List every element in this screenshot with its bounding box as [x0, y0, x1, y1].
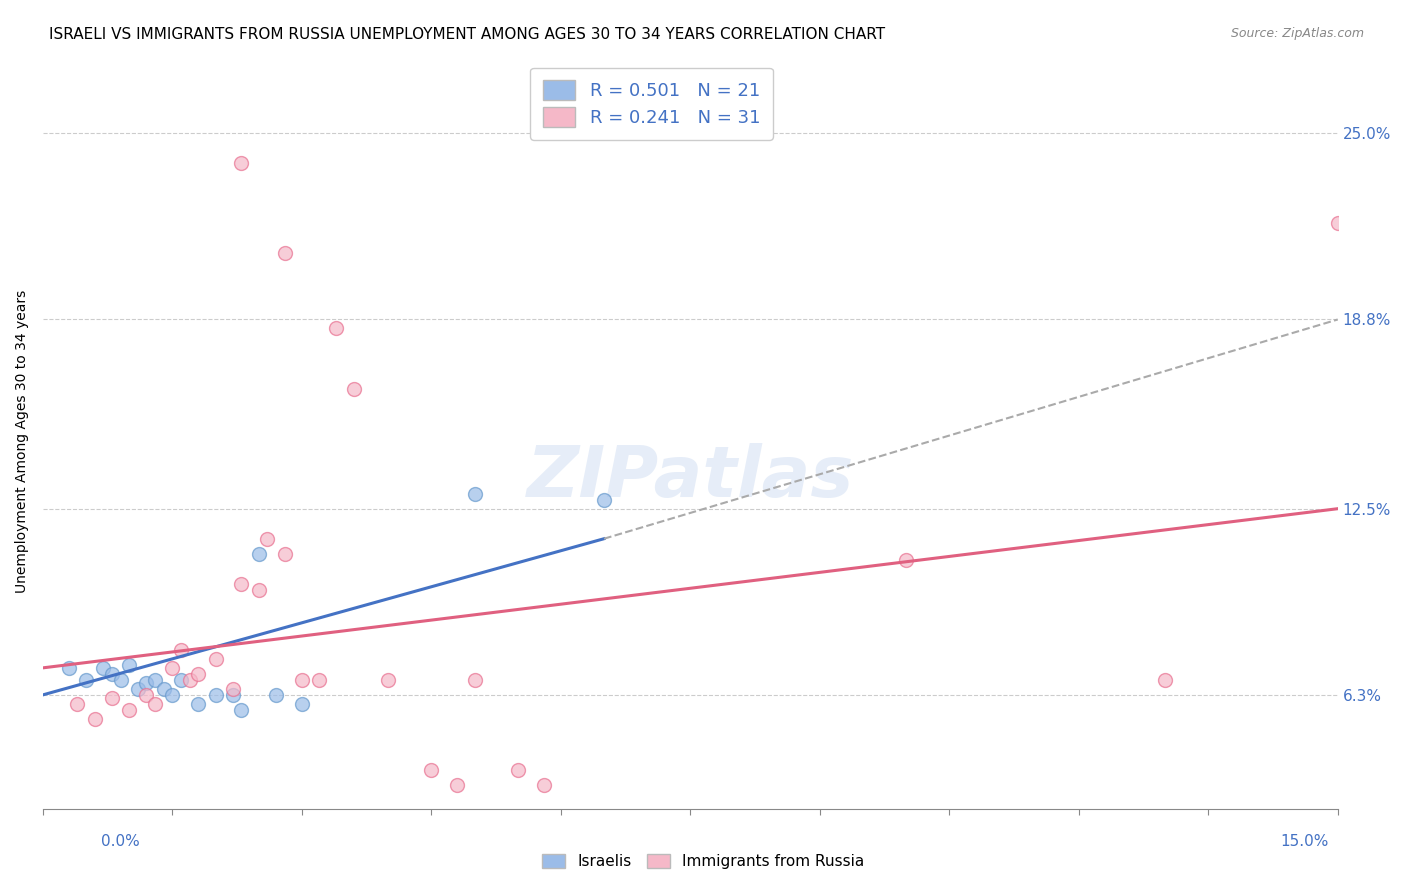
- Point: [506, 763, 529, 777]
- Point: [179, 673, 201, 687]
- Point: [118, 703, 141, 717]
- Legend: R = 0.501   N = 21, R = 0.241   N = 31: R = 0.501 N = 21, R = 0.241 N = 31: [530, 68, 773, 140]
- Point: [170, 643, 193, 657]
- Point: [83, 712, 105, 726]
- Point: [143, 697, 166, 711]
- Point: [894, 553, 917, 567]
- Point: [170, 673, 193, 687]
- Point: [446, 778, 468, 792]
- Point: [247, 547, 270, 561]
- Point: [75, 673, 97, 687]
- Point: [463, 673, 485, 687]
- Y-axis label: Unemployment Among Ages 30 to 34 years: Unemployment Among Ages 30 to 34 years: [15, 290, 30, 593]
- Point: [231, 703, 253, 717]
- Point: [135, 676, 157, 690]
- Point: [273, 547, 295, 561]
- Text: ISRAELI VS IMMIGRANTS FROM RUSSIA UNEMPLOYMENT AMONG AGES 30 TO 34 YEARS CORRELA: ISRAELI VS IMMIGRANTS FROM RUSSIA UNEMPL…: [49, 27, 886, 42]
- Point: [325, 321, 347, 335]
- Point: [291, 697, 314, 711]
- Point: [273, 246, 295, 260]
- Point: [533, 778, 555, 792]
- Point: [204, 652, 226, 666]
- Point: [187, 666, 209, 681]
- Point: [256, 532, 278, 546]
- Point: [1326, 216, 1348, 230]
- Point: [308, 673, 330, 687]
- Point: [231, 156, 253, 170]
- Legend: Israelis, Immigrants from Russia: Israelis, Immigrants from Russia: [536, 848, 870, 875]
- Point: [91, 661, 114, 675]
- Point: [135, 688, 157, 702]
- Text: 15.0%: 15.0%: [1281, 834, 1329, 849]
- Point: [204, 688, 226, 702]
- Text: 0.0%: 0.0%: [101, 834, 141, 849]
- Point: [291, 673, 314, 687]
- Text: Source: ZipAtlas.com: Source: ZipAtlas.com: [1230, 27, 1364, 40]
- Point: [420, 763, 443, 777]
- Point: [247, 582, 270, 597]
- Point: [377, 673, 399, 687]
- Point: [222, 681, 245, 696]
- Point: [343, 382, 366, 396]
- Point: [118, 657, 141, 672]
- Point: [58, 661, 80, 675]
- Point: [101, 690, 124, 705]
- Point: [66, 697, 89, 711]
- Point: [152, 681, 174, 696]
- Point: [1154, 673, 1177, 687]
- Point: [593, 492, 616, 507]
- Point: [222, 688, 245, 702]
- Point: [231, 576, 253, 591]
- Point: [162, 688, 184, 702]
- Point: [264, 688, 287, 702]
- Point: [162, 661, 184, 675]
- Point: [127, 681, 149, 696]
- Point: [187, 697, 209, 711]
- Point: [463, 486, 485, 500]
- Text: ZIPatlas: ZIPatlas: [527, 443, 853, 512]
- Point: [110, 673, 132, 687]
- Point: [143, 673, 166, 687]
- Point: [101, 666, 124, 681]
